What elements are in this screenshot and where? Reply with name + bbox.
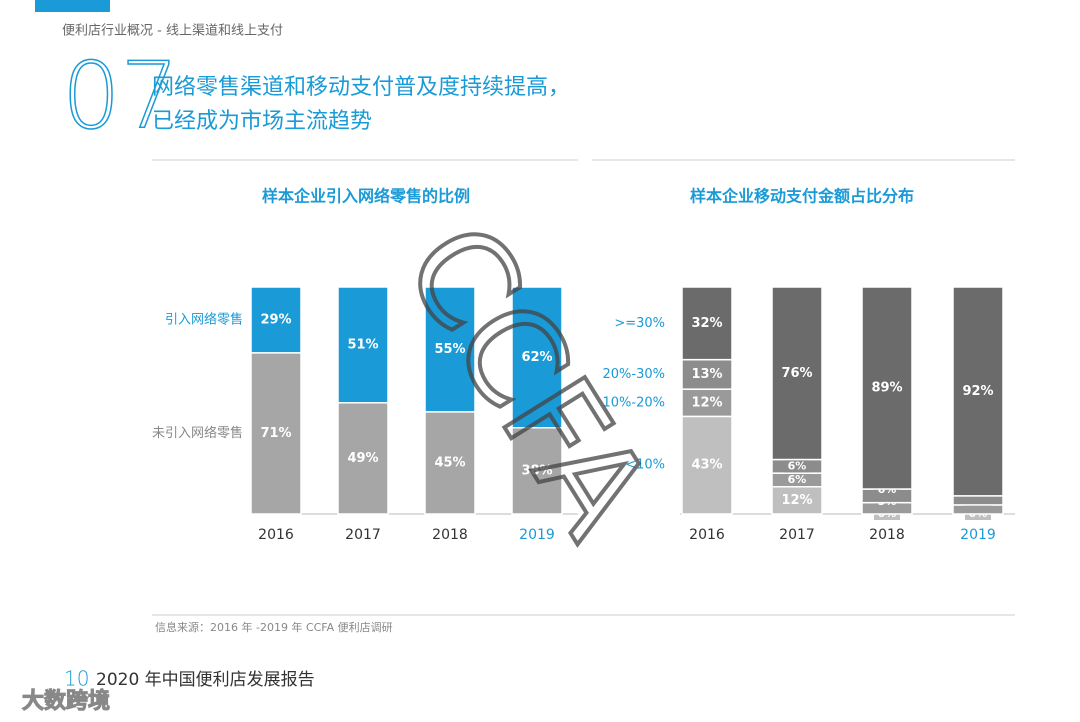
- legend-label: >=30%: [614, 316, 665, 331]
- headline: 网络零售渠道和移动支付普及度持续提高，: [152, 75, 570, 100]
- bar-segment: [511, 426, 563, 515]
- watermark: 大数跨境: [22, 688, 110, 714]
- legend-label: 10%-20%: [603, 395, 665, 410]
- value-label: 29%: [260, 312, 291, 327]
- bar-segment: [337, 402, 389, 515]
- legend-label: 引入网络零售: [165, 311, 243, 327]
- value-label: 32%: [691, 316, 722, 331]
- x-tick-label: 2019: [960, 527, 996, 543]
- top-tab: [35, 0, 110, 12]
- bar-segment: [771, 286, 823, 461]
- label-bg: [784, 460, 810, 473]
- bar-segment: [952, 286, 1004, 497]
- bar-segment: [681, 286, 733, 361]
- value-label: 6%: [788, 473, 807, 486]
- bar-segment: [337, 286, 389, 404]
- x-tick-label: 2018: [869, 527, 905, 543]
- x-tick-label: 2018: [432, 527, 468, 543]
- legend-label: 20%-30%: [603, 367, 665, 382]
- value-label: 51%: [347, 337, 378, 352]
- bar-segment: [250, 286, 302, 354]
- chart-title: 样本企业引入网络零售的比例: [262, 187, 470, 206]
- value-label: 12%: [691, 395, 722, 410]
- bar-segment: [861, 286, 913, 490]
- x-tick-label: 2016: [689, 527, 725, 543]
- x-tick-label: 2017: [345, 527, 381, 543]
- x-tick-label: 2016: [258, 527, 294, 543]
- charts: 2016 71% 未引入网络零售 29% 引入网络零售 2017 49% 51% 2018 45%…: [152, 286, 1015, 543]
- value-label: 6%: [788, 459, 807, 472]
- bar-segment: [424, 411, 476, 515]
- legend-label: 未引入网络零售: [152, 425, 243, 441]
- value-label: 12%: [781, 493, 812, 508]
- page-number: 10: [64, 667, 89, 691]
- value-label: 49%: [347, 451, 378, 466]
- source: 信息来源：2016 年 -2019 年 CCFA 便利店调研: [155, 620, 393, 634]
- bar-segment: [424, 286, 476, 413]
- headline: 已经成为市场主流趋势: [152, 109, 372, 134]
- report-title: 2020 年中国便利店发展报告: [96, 670, 315, 690]
- x-tick-label: 2019: [519, 527, 555, 543]
- section-number: 07: [62, 43, 179, 150]
- bar-segment: [511, 286, 563, 429]
- chart-title: 样本企业移动支付金额占比分布: [690, 187, 914, 206]
- value-label: 38%: [521, 463, 552, 478]
- value-label: 71%: [260, 426, 291, 441]
- bar-segment: [681, 415, 733, 515]
- value-label: 13%: [691, 367, 722, 382]
- value-label: 92%: [962, 384, 993, 399]
- value-label: 45%: [434, 455, 465, 470]
- label-bg: [784, 473, 810, 486]
- bar-segment: [771, 486, 823, 515]
- x-tick-label: 2017: [779, 527, 815, 543]
- value-label: 76%: [781, 366, 812, 381]
- legend-label: <10%: [625, 458, 665, 473]
- bar-segment: [952, 495, 1004, 506]
- bar-segment: [681, 358, 733, 390]
- breadcrumb: 便利店行业概况 - 线上渠道和线上支付: [62, 24, 283, 39]
- value-label: 62%: [521, 350, 552, 365]
- value-label: 55%: [434, 342, 465, 357]
- value-label: 43%: [691, 458, 722, 473]
- value-label: 89%: [871, 381, 902, 396]
